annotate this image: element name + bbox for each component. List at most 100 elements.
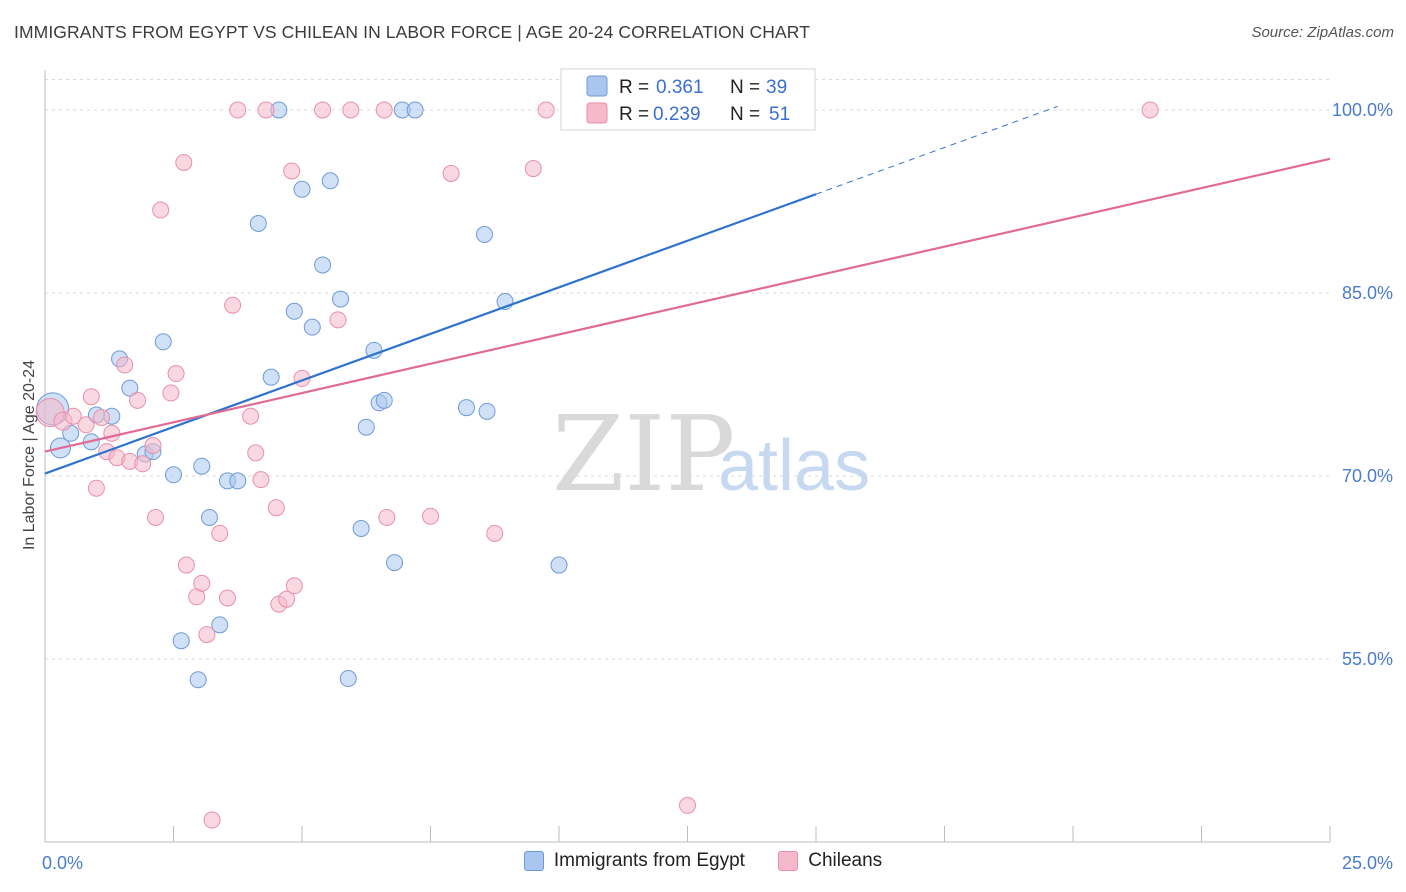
data-points: [35, 101, 1159, 829]
point-chile: [116, 356, 134, 374]
point-egypt: [375, 391, 393, 409]
point-chile: [679, 796, 696, 814]
legend-swatch-egypt: [586, 75, 608, 97]
point-chile: [144, 437, 162, 454]
point-egypt: [200, 508, 218, 526]
point-chile: [329, 311, 347, 329]
bottom-legend: Immigrants from Egypt Chileans: [0, 850, 1406, 877]
trend-line-egypt: [44, 193, 817, 475]
point-egypt: [386, 554, 404, 572]
point-chile: [342, 101, 360, 119]
point-chile: [283, 162, 301, 180]
point-chile: [242, 407, 260, 425]
bottom-legend-item-egypt: Immigrants from Egypt: [523, 850, 745, 872]
point-chile: [82, 388, 100, 406]
point-chile: [211, 524, 229, 542]
trend-line-egypt-extension: [815, 105, 1058, 195]
point-egypt: [229, 472, 247, 490]
point-egypt: [165, 466, 182, 484]
point-chile: [442, 164, 460, 182]
y-tick-label: 100.0%: [1332, 100, 1393, 120]
point-chile: [267, 499, 285, 517]
point-chile: [162, 384, 180, 402]
point-egypt: [303, 318, 321, 336]
bottom-legend-item-chile: Chileans: [778, 850, 882, 872]
point-egypt: [154, 333, 172, 351]
point-egypt: [475, 225, 493, 243]
point-egypt: [457, 399, 475, 417]
trend-lines: [44, 105, 1331, 475]
point-chile: [193, 574, 211, 592]
point-chile: [134, 455, 152, 473]
point-chile: [285, 577, 303, 595]
point-chile: [314, 101, 332, 119]
point-chile: [167, 365, 185, 383]
legend-r-value-chile: 0.239: [653, 104, 701, 125]
point-egypt: [339, 670, 357, 688]
point-egypt: [357, 418, 375, 436]
x-tick-label-min: 0.0%: [42, 853, 83, 873]
y-tick-label: 70.0%: [1342, 466, 1393, 486]
point-egypt: [172, 632, 190, 650]
point-chile: [87, 479, 105, 497]
point-chile: [64, 407, 82, 425]
legend-swatch-chile: [586, 102, 608, 124]
bottom-legend-swatch-chile: [778, 851, 799, 871]
point-chile: [93, 408, 111, 426]
watermark-zip: ZIP: [552, 393, 735, 515]
point-egypt: [262, 368, 280, 386]
point-chile: [1141, 101, 1159, 119]
legend-r-value-egypt: 0.361: [656, 77, 704, 98]
legend-n-label-egypt: N =: [730, 77, 760, 98]
point-chile: [375, 101, 393, 119]
legend-n-label-chile: N =: [730, 104, 760, 125]
legend-r-label-egypt: R =: [619, 77, 649, 98]
point-chile: [486, 524, 504, 542]
bottom-legend-label-chile: Chileans: [808, 850, 883, 871]
point-chile: [422, 507, 439, 525]
point-egypt: [285, 302, 303, 320]
point-chile: [257, 101, 275, 119]
point-chile: [103, 424, 121, 442]
point-chile: [198, 626, 216, 644]
point-chile: [177, 556, 195, 574]
bottom-legend-swatch-egypt: [523, 851, 544, 871]
point-chile: [278, 590, 296, 608]
point-egypt: [314, 256, 332, 274]
point-egypt: [249, 214, 267, 232]
point-chile: [252, 471, 270, 489]
point-egypt: [321, 172, 339, 190]
point-egypt: [406, 101, 424, 119]
point-egypt: [121, 379, 139, 397]
y-tick-label: 85.0%: [1342, 283, 1393, 303]
trend-line-chile: [44, 157, 1331, 453]
point-egypt: [193, 457, 211, 475]
watermark-atlas: atlas: [718, 426, 870, 506]
y-axis-label: In Labor Force | Age 20-24: [21, 360, 38, 550]
point-egypt: [332, 290, 350, 308]
point-egypt: [352, 519, 370, 537]
point-chile: [378, 508, 396, 526]
bottom-legend-label-egypt: Immigrants from Egypt: [553, 850, 745, 871]
point-chile: [129, 391, 147, 409]
point-chile: [147, 508, 165, 526]
point-chile: [247, 444, 265, 462]
point-egypt: [211, 616, 229, 634]
point-egypt: [189, 671, 207, 689]
legend-box: R = 0.361 N = 39 R = 0.239 N = 51: [560, 68, 816, 131]
grid-lines: [45, 79, 1330, 660]
point-chile: [218, 589, 236, 607]
point-chile: [524, 160, 542, 178]
point-chile: [175, 153, 193, 171]
x-tick-label-max: 25.0%: [1342, 853, 1393, 873]
chart-title: IMMIGRANTS FROM EGYPT VS CHILEAN IN LABO…: [14, 22, 811, 42]
point-chile: [229, 101, 247, 119]
point-egypt: [293, 180, 311, 198]
legend-r-label-chile: R =: [619, 104, 649, 125]
source-credit: Source: ZipAtlas.com: [1251, 24, 1394, 41]
point-chile: [152, 201, 170, 219]
axes: 55.0% 70.0% 85.0% 100.0% 0.0% 25.0%: [42, 70, 1393, 873]
point-egypt: [550, 556, 568, 574]
legend-n-value-chile: 51: [769, 104, 790, 125]
